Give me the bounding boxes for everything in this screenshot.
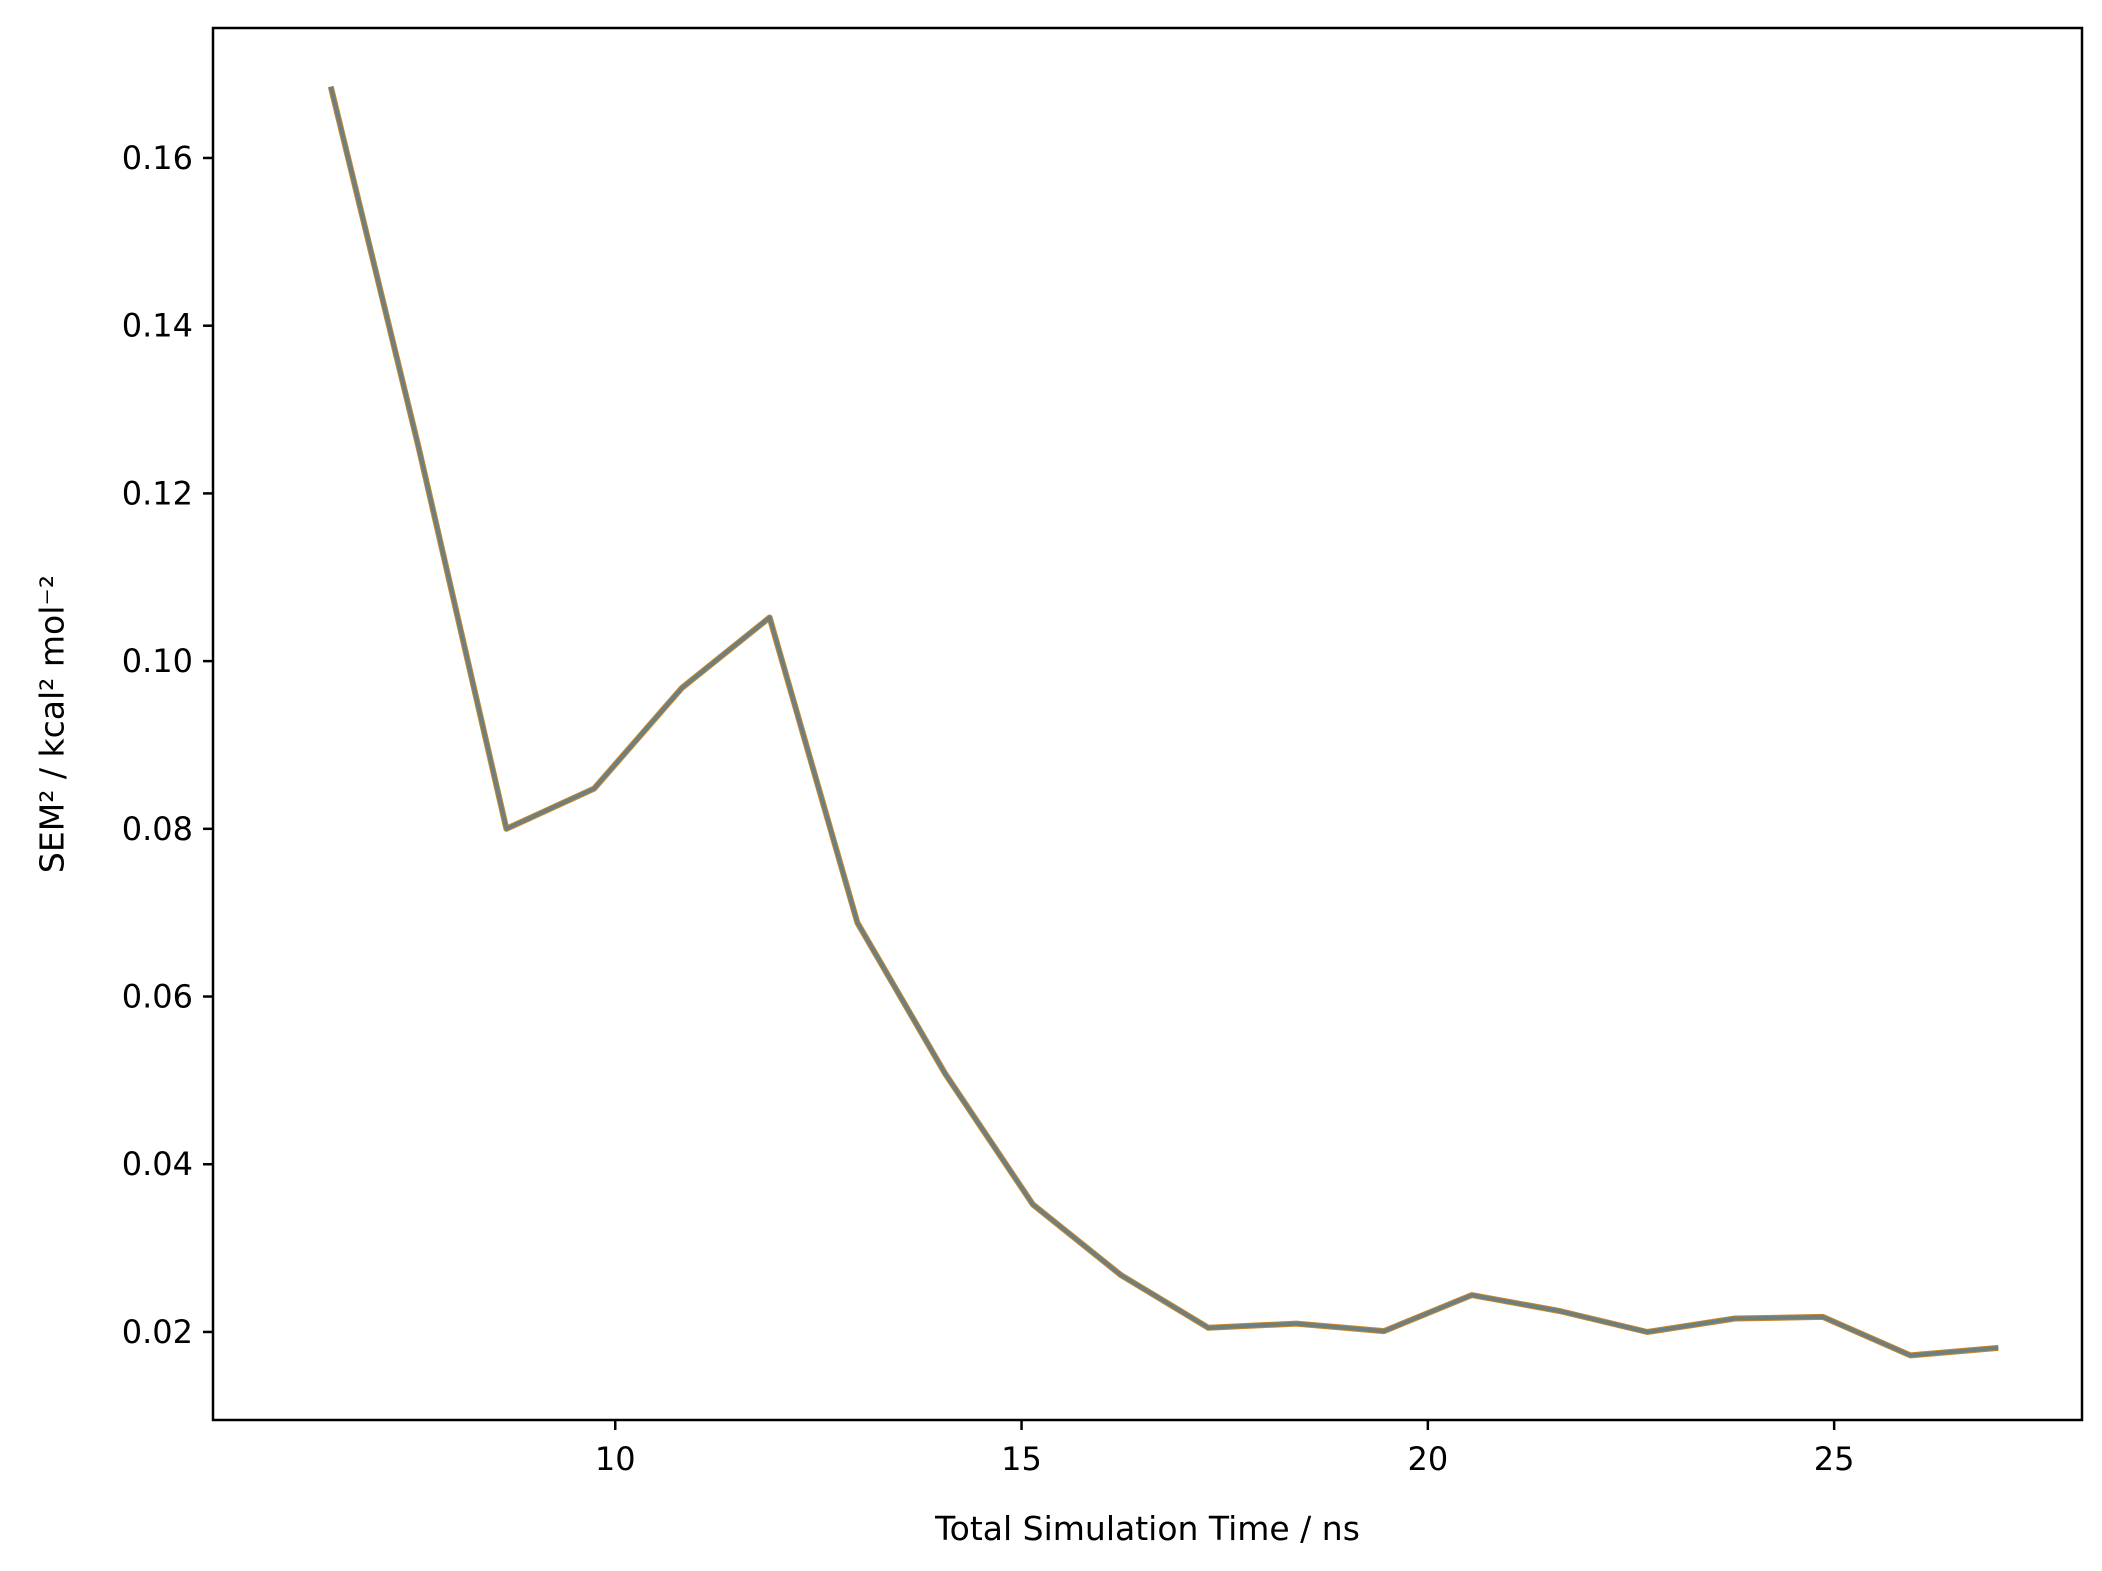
plot-area	[327, 85, 1999, 1359]
x-tick-label: 25	[1814, 1440, 1855, 1478]
plot-frame	[211, 26, 2084, 1422]
y-tick-label: 0.12	[122, 474, 193, 512]
y-tick-label: 0.06	[122, 978, 193, 1016]
y-tick-label: 0.04	[122, 1145, 193, 1183]
y-tick-label: 0.10	[122, 642, 193, 680]
y-tick-label: 0.08	[122, 810, 193, 848]
x-axis-label: Total Simulation Time / ns	[934, 1509, 1360, 1548]
x-tick-label: 20	[1407, 1440, 1448, 1478]
axis-ticks: 10 15 20 25 0.02 0.04 0.06 0.08 0.10 0.12 0.14 0.16	[122, 139, 1855, 1478]
y-tick-label: 0.02	[122, 1313, 193, 1351]
x-tick-label: 10	[595, 1440, 636, 1478]
series-line	[328, 86, 1999, 1358]
y-tick-label: 0.14	[122, 307, 193, 345]
y-axis-label: SEM² / kcal² mol⁻²	[33, 575, 72, 873]
x-tick-label: 15	[1001, 1440, 1042, 1478]
y-tick-label: 0.16	[122, 139, 193, 177]
